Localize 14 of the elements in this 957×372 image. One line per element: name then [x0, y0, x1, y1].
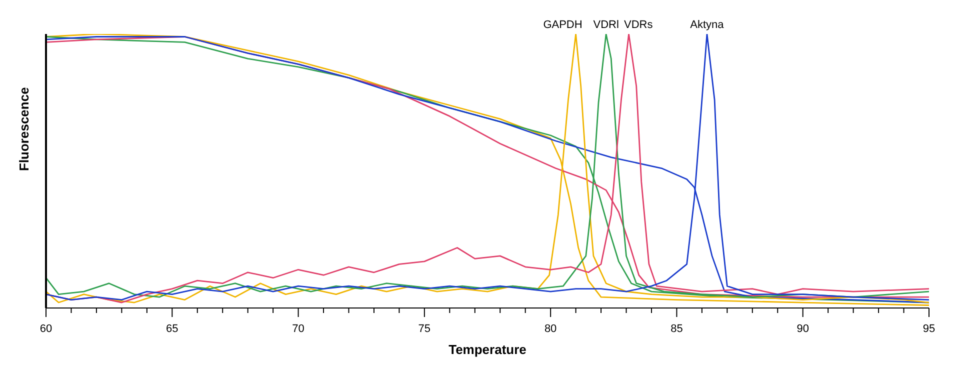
series-label: VDRs [624, 19, 654, 31]
series-label: Aktyna [690, 19, 725, 31]
series-label: VDRl [593, 19, 619, 31]
series-label: GAPDH [543, 19, 582, 31]
x-tick-label: 90 [796, 323, 809, 335]
x-tick-label: 75 [418, 323, 431, 335]
x-tick-label: 70 [292, 323, 304, 335]
y-axis-title: Fluorescence [16, 87, 32, 171]
x-tick-label: 95 [922, 323, 936, 335]
x-tick-label: 65 [166, 323, 178, 335]
x-tick-label: 85 [670, 323, 683, 335]
x-axis-title: Temperature [448, 342, 526, 357]
x-tick-label: 80 [544, 323, 557, 335]
x-tick-label: 60 [40, 323, 52, 335]
